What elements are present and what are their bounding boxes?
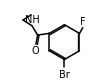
Text: O: O: [31, 46, 39, 56]
Text: NH: NH: [25, 15, 40, 25]
Text: Br: Br: [59, 70, 70, 80]
Text: F: F: [80, 17, 86, 27]
